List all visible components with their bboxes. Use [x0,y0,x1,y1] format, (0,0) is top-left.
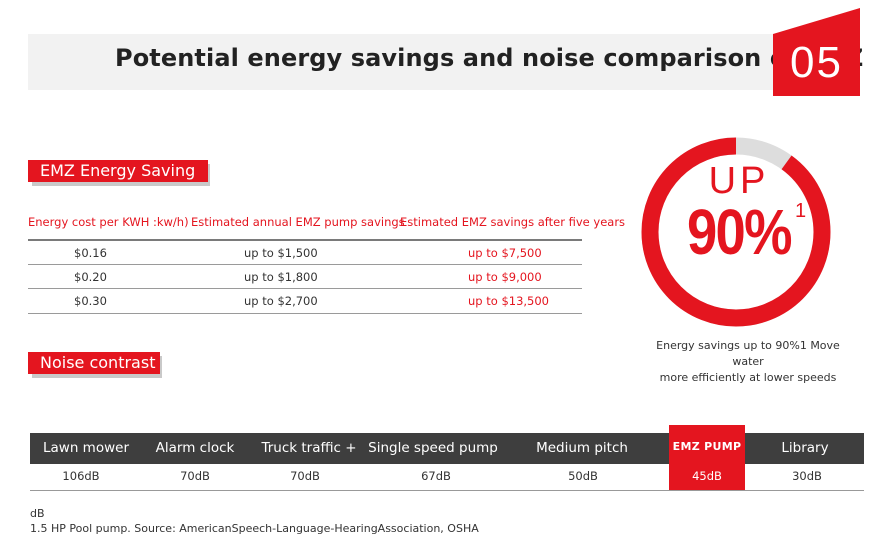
row-2-annual: up to $1,800 [244,270,318,284]
row-1-five-years: up to $7,500 [468,246,542,260]
noise-label-single-speed-pump: Single speed pump [368,440,498,456]
noise-label-lawn-mower: Lawn mower [43,440,129,456]
page-title: Potential energy savings and noise compa… [115,44,864,72]
row-2-cost: $0.20 [74,270,107,284]
section-tab-corner [773,8,860,34]
noise-bottom-rule [30,490,864,491]
energy-saving-tag: EMZ Energy Saving [28,160,208,182]
caption-line-2: more efficiently at lower speeds [659,371,837,384]
noise-value-emz-pump: 45dB [692,469,722,483]
caption-line-1: Energy savings up to 90%1 Move water [656,339,840,368]
row-3-five-years: up to $13,500 [468,294,549,308]
noise-label-medium-pitch: Medium pitch [536,440,628,456]
row-1-annual: up to $1,500 [244,246,318,260]
table-row-rule [28,264,582,265]
noise-value-alarm-clock: 70dB [180,469,210,483]
table-top-rule [28,239,582,241]
emz-highlight-column [669,425,745,491]
up-label: UP [708,160,770,202]
header-band [28,34,773,90]
row-2-five-years: up to $9,000 [468,270,542,284]
footnote-mark: 1 [795,200,807,222]
footnote-source: 1.5 HP Pool pump. Source: AmericanSpeech… [30,522,479,535]
noise-label-alarm-clock: Alarm clock [155,440,235,456]
noise-value-truck-traffic: 70dB [290,469,320,483]
savings-ring [641,137,831,327]
col-header-annual: Estimated annual EMZ pump savings [191,215,405,229]
noise-value-medium-pitch: 50dB [568,469,598,483]
badge-caption: Energy savings up to 90%1 Move water mor… [640,338,856,386]
row-3-cost: $0.30 [74,294,107,308]
noise-contrast-tag: Noise contrast [28,352,160,374]
row-1-cost: $0.16 [74,246,107,260]
footnote-unit: dB [30,507,45,520]
noise-label-emz-pump: EMZ PUMP [672,440,742,453]
table-row-rule [28,288,582,289]
section-number: 05 [790,38,843,87]
section-number-tab [773,34,860,96]
percent-value: 90% [687,196,792,268]
table-bottom-rule [28,313,582,314]
noise-value-library: 30dB [792,469,822,483]
row-3-annual: up to $2,700 [244,294,318,308]
col-header-five-years: Estimated EMZ savings after five years [400,215,626,229]
col-header-cost: Energy cost per KWH :kw/h) [28,215,189,229]
noise-label-library: Library [781,440,829,456]
noise-value-single-speed-pump: 67dB [421,469,451,483]
noise-value-lawn-mower: 106dB [62,469,100,483]
ring-progress-arc [641,137,831,327]
noise-label-truck-traffic: Truck traffic + [261,440,357,456]
